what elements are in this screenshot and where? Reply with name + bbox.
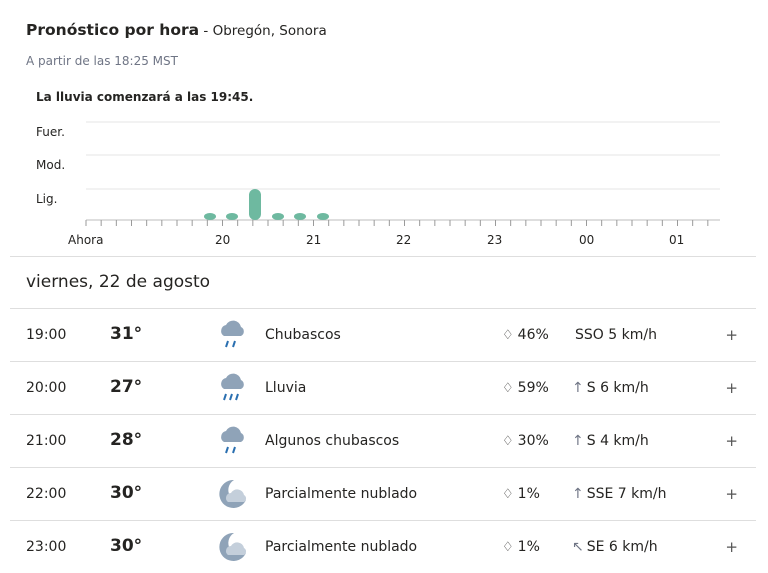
page-header: Pronóstico por hora - Obregón, Sonora bbox=[26, 20, 758, 39]
precip-bar bbox=[272, 213, 284, 220]
wind: ↖ SE 6 km/h bbox=[572, 539, 658, 555]
partly-cloudy-night-icon bbox=[214, 529, 250, 565]
hour-time: 19:00 bbox=[26, 327, 67, 343]
hour-condition: Algunos chubascos bbox=[265, 433, 400, 449]
wind-value: SE 6 km/h bbox=[586, 539, 658, 555]
x-tick-label: Ahora bbox=[68, 233, 103, 247]
hour-temperature: 31° bbox=[110, 324, 143, 344]
raindrop-icon: ♢ bbox=[502, 328, 514, 343]
wind-value: SSE 7 km/h bbox=[586, 486, 667, 502]
hour-temperature: 30° bbox=[110, 536, 143, 556]
precip-value: 30% bbox=[517, 433, 549, 449]
precip-value: 59% bbox=[517, 380, 549, 396]
wind-direction-icon: ↑ bbox=[572, 433, 584, 449]
y-tick-label: Mod. bbox=[36, 158, 65, 172]
raindrop-icon: ♢ bbox=[502, 381, 514, 396]
hour-temperature: 30° bbox=[110, 483, 143, 503]
hour-time: 21:00 bbox=[26, 433, 67, 449]
y-tick-label: Lig. bbox=[36, 192, 57, 206]
hour-condition: Chubascos bbox=[265, 327, 341, 343]
divider bbox=[10, 256, 756, 257]
raindrop-icon: ♢ bbox=[502, 540, 514, 555]
raindrop-icon: ♢ bbox=[502, 487, 514, 502]
expand-button[interactable]: + bbox=[725, 538, 738, 556]
wind-direction-icon: ↑ bbox=[572, 380, 584, 396]
hour-condition: Lluvia bbox=[265, 380, 307, 396]
x-tick-label: 01 bbox=[669, 233, 684, 247]
wind: SSO 5 km/h bbox=[572, 327, 657, 343]
precip-bar bbox=[294, 213, 306, 220]
precip-chart: La lluvia comenzará a las 19:45. Fuer. Mo… bbox=[26, 84, 738, 254]
hour-temperature: 27° bbox=[110, 377, 143, 397]
x-tick-label: 22 bbox=[396, 233, 411, 247]
day-heading: viernes, 22 de agosto bbox=[26, 272, 211, 292]
precip-chance: ♢ 59% bbox=[502, 380, 549, 396]
hourly-row[interactable]: 22:00 30° Parcialmente nublado ♢ 1% ↑ SSE 7 km… bbox=[10, 467, 756, 520]
precip-chance: ♢ 1% bbox=[502, 539, 540, 555]
precip-bar bbox=[249, 189, 261, 220]
hour-time: 23:00 bbox=[26, 539, 67, 555]
precip-bar bbox=[317, 213, 329, 220]
wind-direction-icon: ↑ bbox=[572, 486, 584, 502]
hourly-row[interactable]: 21:00 28° Algunos chubascos ♢ 30% ↑ S 4 km/h + bbox=[10, 414, 756, 467]
hour-time: 22:00 bbox=[26, 486, 67, 502]
hour-condition: Parcialmente nublado bbox=[265, 539, 418, 555]
rain-icon bbox=[214, 370, 250, 406]
hourly-list: 19:00 31° Chubascos ♢ 46% SSO 5 km/h +20:00 27°… bbox=[10, 308, 756, 573]
wind-direction-icon: ↖ bbox=[572, 539, 584, 555]
precip-chance: ♢ 46% bbox=[502, 327, 549, 343]
rain-showers-icon bbox=[214, 317, 250, 353]
x-tick-label: 00 bbox=[579, 233, 594, 247]
wind-value: S 6 km/h bbox=[586, 380, 649, 396]
hour-temperature: 28° bbox=[110, 430, 143, 450]
as-of-timestamp: A partir de las 18:25 MST bbox=[26, 54, 178, 68]
wind: ↑ SSE 7 km/h bbox=[572, 486, 667, 502]
expand-button[interactable]: + bbox=[725, 326, 738, 344]
wind-value: S 4 km/h bbox=[586, 433, 649, 449]
precip-bar bbox=[226, 213, 238, 220]
wind: ↑ S 4 km/h bbox=[572, 433, 649, 449]
wind: ↑ S 6 km/h bbox=[572, 380, 649, 396]
expand-button[interactable]: + bbox=[725, 485, 738, 503]
rain-showers-icon bbox=[214, 423, 250, 459]
expand-button[interactable]: + bbox=[725, 379, 738, 397]
wind-value: SSO 5 km/h bbox=[575, 327, 657, 343]
precip-value: 46% bbox=[517, 327, 549, 343]
precip-value: 1% bbox=[517, 539, 540, 555]
hour-time: 20:00 bbox=[26, 380, 67, 396]
precip-value: 1% bbox=[517, 486, 540, 502]
x-tick-label: 21 bbox=[306, 233, 321, 247]
precip-bar bbox=[204, 213, 216, 220]
hourly-row[interactable]: 23:00 30° Parcialmente nublado ♢ 1% ↖ SE 6 km/… bbox=[10, 520, 756, 573]
x-tick-label: 20 bbox=[215, 233, 230, 247]
precip-chart-svg: Fuer. Mod. Lig. Ahora 20 21 22 23 00 01 bbox=[36, 121, 720, 247]
y-tick-label: Fuer. bbox=[36, 125, 65, 139]
expand-button[interactable]: + bbox=[725, 432, 738, 450]
location-name: Obregón, Sonora bbox=[212, 23, 327, 39]
precip-chance: ♢ 1% bbox=[502, 486, 540, 502]
precip-chance: ♢ 30% bbox=[502, 433, 549, 449]
rain-start-message: La lluvia comenzará a las 19:45. bbox=[36, 90, 254, 104]
title-text: Pronóstico por hora bbox=[26, 21, 200, 39]
hourly-row[interactable]: 20:00 27° Lluvia ♢ 59% ↑ S 6 km/h + bbox=[10, 361, 756, 414]
title-separator: - bbox=[199, 23, 213, 39]
hourly-row[interactable]: 19:00 31° Chubascos ♢ 46% SSO 5 km/h + bbox=[10, 308, 756, 361]
raindrop-icon: ♢ bbox=[502, 434, 514, 449]
page-title: Pronóstico por hora - Obregón, Sonora bbox=[26, 21, 327, 39]
partly-cloudy-night-icon bbox=[214, 476, 250, 512]
x-tick-label: 23 bbox=[487, 233, 502, 247]
hour-condition: Parcialmente nublado bbox=[265, 486, 418, 502]
